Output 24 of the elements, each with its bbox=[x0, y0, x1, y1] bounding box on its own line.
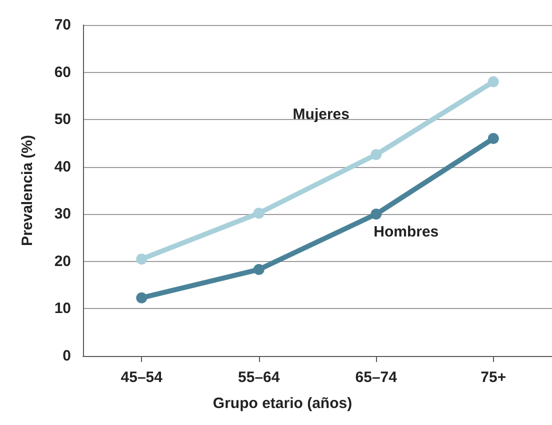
y-tick-label: 20 bbox=[54, 252, 71, 270]
text: Mujeres bbox=[292, 106, 350, 124]
y-tick-label: 50 bbox=[54, 111, 71, 128]
y-tick-label: 30 bbox=[54, 206, 71, 223]
point bbox=[253, 264, 264, 275]
y-tick-label: 10 bbox=[54, 300, 71, 318]
x-tick-label: 75+ bbox=[480, 369, 506, 386]
point bbox=[370, 208, 382, 220]
y-tick-label: 0 bbox=[62, 348, 71, 364]
point bbox=[136, 292, 148, 304]
x-tick-label: 55–64 bbox=[238, 369, 280, 386]
y-tick-label: 60 bbox=[54, 64, 71, 81]
point bbox=[136, 254, 148, 265]
x-axis-title: Grupo etario (años) bbox=[212, 395, 352, 412]
point bbox=[253, 208, 264, 219]
y-axis-title: Prevalencia (%) bbox=[19, 135, 36, 246]
y-tick-label: 70 bbox=[54, 16, 71, 34]
x-tick-label: 45–54 bbox=[120, 369, 164, 386]
y-tick-label: 40 bbox=[54, 158, 71, 176]
series-label: Hombres bbox=[374, 224, 439, 241]
point bbox=[370, 149, 382, 160]
point bbox=[488, 132, 499, 144]
x-tick-label: 65–74 bbox=[355, 369, 398, 386]
point bbox=[488, 76, 499, 88]
